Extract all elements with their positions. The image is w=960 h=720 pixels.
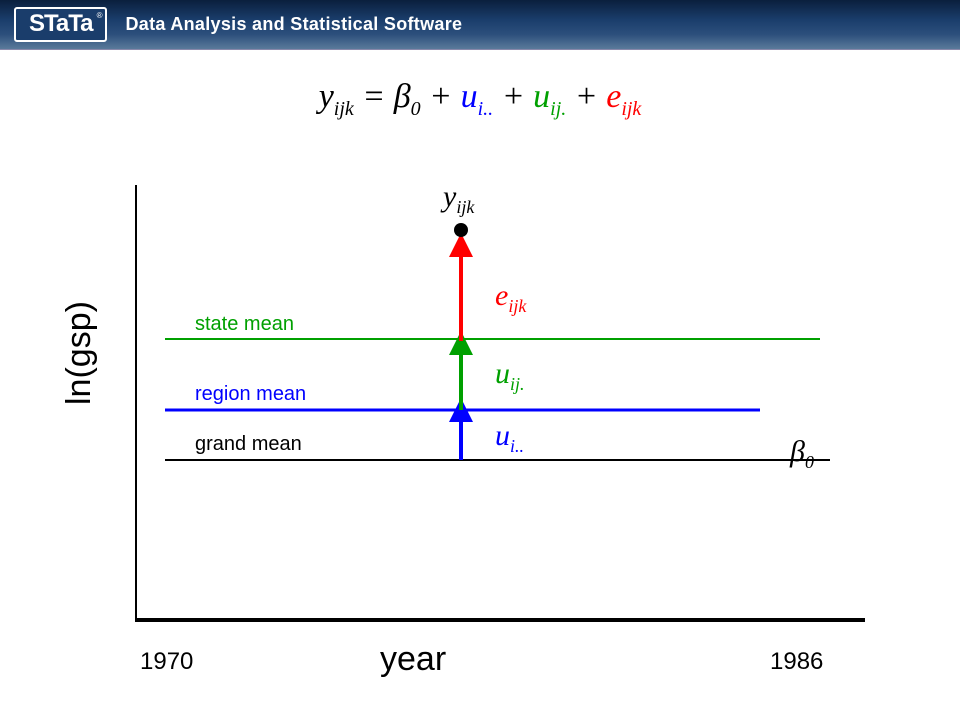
eq-uij: u — [533, 78, 550, 115]
ui-math-label: ui.. — [495, 419, 524, 457]
y-math-label: yijk — [443, 180, 474, 218]
eq-equals: = — [362, 78, 393, 115]
x-tick-left: 1970 — [140, 648, 193, 676]
eq-plus3: + — [575, 78, 606, 115]
header-bar: STaTa ® Data Analysis and Statistical So… — [0, 0, 960, 50]
uij-var: u — [495, 357, 510, 390]
logo-text: STaTa — [29, 12, 92, 36]
y-axis-label: ln(gsp) — [60, 301, 99, 405]
eq-y-sub: ijk — [334, 98, 354, 120]
e-sub: ijk — [508, 296, 526, 316]
grand-mean-label: grand mean — [195, 433, 302, 456]
stata-logo: STaTa ® — [14, 7, 107, 42]
eq-plus2: + — [502, 78, 533, 115]
header-tagline: Data Analysis and Statistical Software — [125, 14, 462, 35]
eq-beta0: β — [394, 78, 411, 115]
region-mean-label: region mean — [195, 383, 306, 406]
eq-uij-sub: ij. — [550, 98, 566, 120]
y-var: y — [443, 180, 456, 213]
e-var: e — [495, 279, 508, 312]
data-point — [454, 223, 468, 237]
eq-ui: u — [461, 78, 478, 115]
eq-e-sub: ijk — [621, 98, 641, 120]
eq-plus1: + — [429, 78, 460, 115]
uij-sub: ij. — [510, 374, 525, 394]
e-math-label: eijk — [495, 279, 526, 317]
beta0-math-label: β0 — [790, 435, 814, 473]
x-tick-right: 1986 — [770, 648, 823, 676]
chart-svg — [135, 185, 885, 635]
y-sub: ijk — [456, 197, 474, 217]
model-equation: yijk = β0 + ui.. + uij. + eijk — [0, 78, 960, 121]
b0-sub: 0 — [805, 452, 814, 472]
x-axis-label: year — [380, 640, 446, 679]
eq-ui-sub: i.. — [478, 98, 494, 120]
registered-mark: ® — [97, 12, 102, 20]
eq-e: e — [606, 78, 621, 115]
eq-beta0-sub: 0 — [411, 98, 421, 120]
b0-var: β — [790, 435, 805, 468]
state-mean-label: state mean — [195, 313, 294, 336]
ui-sub: i.. — [510, 436, 524, 456]
uij-math-label: uij. — [495, 357, 525, 395]
eq-y: y — [319, 78, 334, 115]
ui-var: u — [495, 419, 510, 452]
